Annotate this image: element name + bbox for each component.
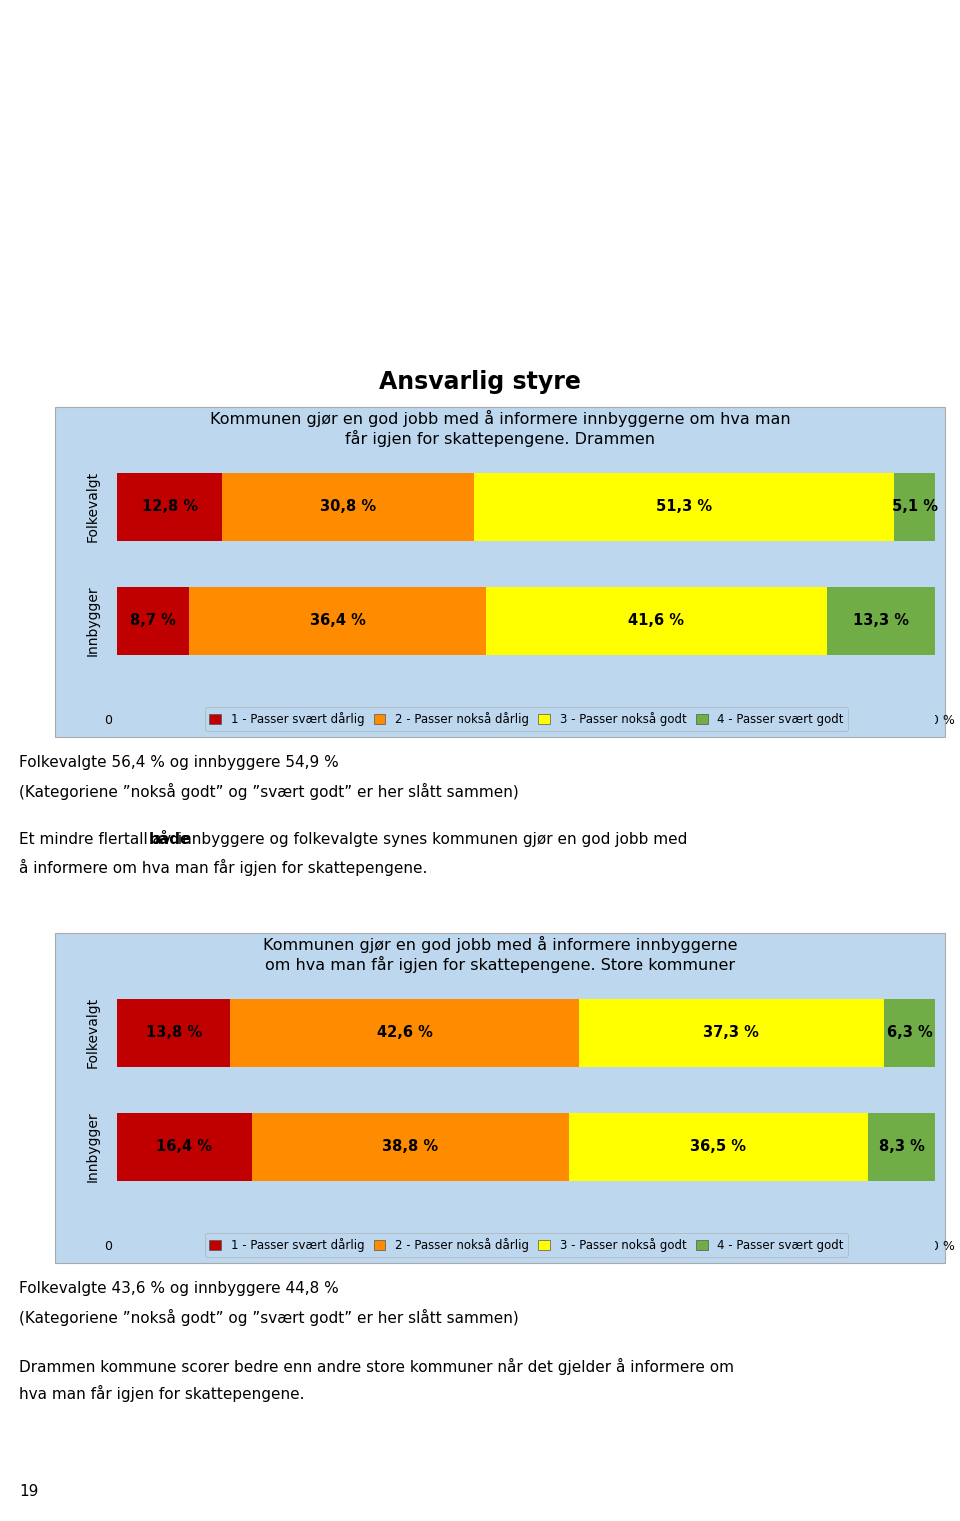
Bar [117, 1112, 252, 1180]
Bar [868, 1112, 935, 1180]
Text: 13,8 %: 13,8 % [146, 1025, 202, 1040]
Text: 16,4 %: 16,4 % [156, 1139, 212, 1154]
Bar [230, 999, 579, 1066]
Text: 5,1 %: 5,1 % [892, 499, 938, 514]
Text: 36,5 %: 36,5 % [690, 1139, 746, 1154]
Text: Kommunen gjør en god jobb med å informere innbyggerne
om hva man får igjen for s: Kommunen gjør en god jobb med å informer… [263, 935, 737, 973]
Bar [579, 999, 884, 1066]
Bar [117, 587, 188, 656]
Text: 37,3 %: 37,3 % [704, 1025, 759, 1040]
Text: Drammen kommune scorer bedre enn andre store kommuner når det gjelder å informer: Drammen kommune scorer bedre enn andre s… [19, 1358, 734, 1375]
Text: Folkevalgte 56,4 % og innbyggere 54,9 %: Folkevalgte 56,4 % og innbyggere 54,9 % [19, 756, 339, 770]
Bar [884, 999, 935, 1066]
Text: Et mindre flertall av: Et mindre flertall av [19, 832, 176, 847]
Text: Folkevalgte 43,6 % og innbyggere 44,8 %: Folkevalgte 43,6 % og innbyggere 44,8 % [19, 1281, 339, 1296]
Bar [188, 587, 487, 656]
Legend: 1 - Passer svært dårlig, 2 - Passer nokså dårlig, 3 - Passer nokså godt, 4 - Pas: 1 - Passer svært dårlig, 2 - Passer noks… [204, 707, 849, 730]
Bar [487, 587, 827, 656]
Bar [222, 473, 474, 541]
Text: 12,8 %: 12,8 % [142, 499, 198, 514]
Text: å informere om hva man får igjen for skattepengene.: å informere om hva man får igjen for ska… [19, 859, 427, 876]
Bar [474, 473, 894, 541]
Text: innbyggere og folkevalgte synes kommunen gjør en god jobb med: innbyggere og folkevalgte synes kommunen… [173, 832, 687, 847]
Text: 51,3 %: 51,3 % [656, 499, 712, 514]
Bar [569, 1112, 868, 1180]
Text: 13,3 %: 13,3 % [853, 613, 909, 628]
Text: 38,8 %: 38,8 % [382, 1139, 439, 1154]
Text: Kommunen gjør en god jobb med å informere innbyggerne om hva man
får igjen for s: Kommunen gjør en god jobb med å informer… [209, 411, 790, 447]
Text: 42,6 %: 42,6 % [376, 1025, 432, 1040]
Text: 30,8 %: 30,8 % [320, 499, 376, 514]
Text: (Kategoriene ”nokså godt” og ”svært godt” er her slått sammen): (Kategoriene ”nokså godt” og ”svært godt… [19, 783, 519, 800]
Bar [117, 473, 222, 541]
Bar [117, 999, 230, 1066]
Text: Ansvarlig styre: Ansvarlig styre [379, 370, 581, 394]
Text: 19: 19 [19, 1483, 38, 1498]
Text: 8,7 %: 8,7 % [130, 613, 176, 628]
Bar [827, 587, 935, 656]
Bar [252, 1112, 569, 1180]
Text: 41,6 %: 41,6 % [629, 613, 684, 628]
Text: 6,3 %: 6,3 % [887, 1025, 932, 1040]
Bar [894, 473, 935, 541]
Text: hva man får igjen for skattepengene.: hva man får igjen for skattepengene. [19, 1386, 304, 1402]
Text: 36,4 %: 36,4 % [309, 613, 366, 628]
Text: (Kategoriene ”nokså godt” og ”svært godt” er her slått sammen): (Kategoriene ”nokså godt” og ”svært godt… [19, 1308, 519, 1326]
Legend: 1 - Passer svært dårlig, 2 - Passer nokså dårlig, 3 - Passer nokså godt, 4 - Pas: 1 - Passer svært dårlig, 2 - Passer noks… [204, 1234, 849, 1256]
Text: 8,3 %: 8,3 % [878, 1139, 924, 1154]
Text: både: både [149, 832, 191, 847]
